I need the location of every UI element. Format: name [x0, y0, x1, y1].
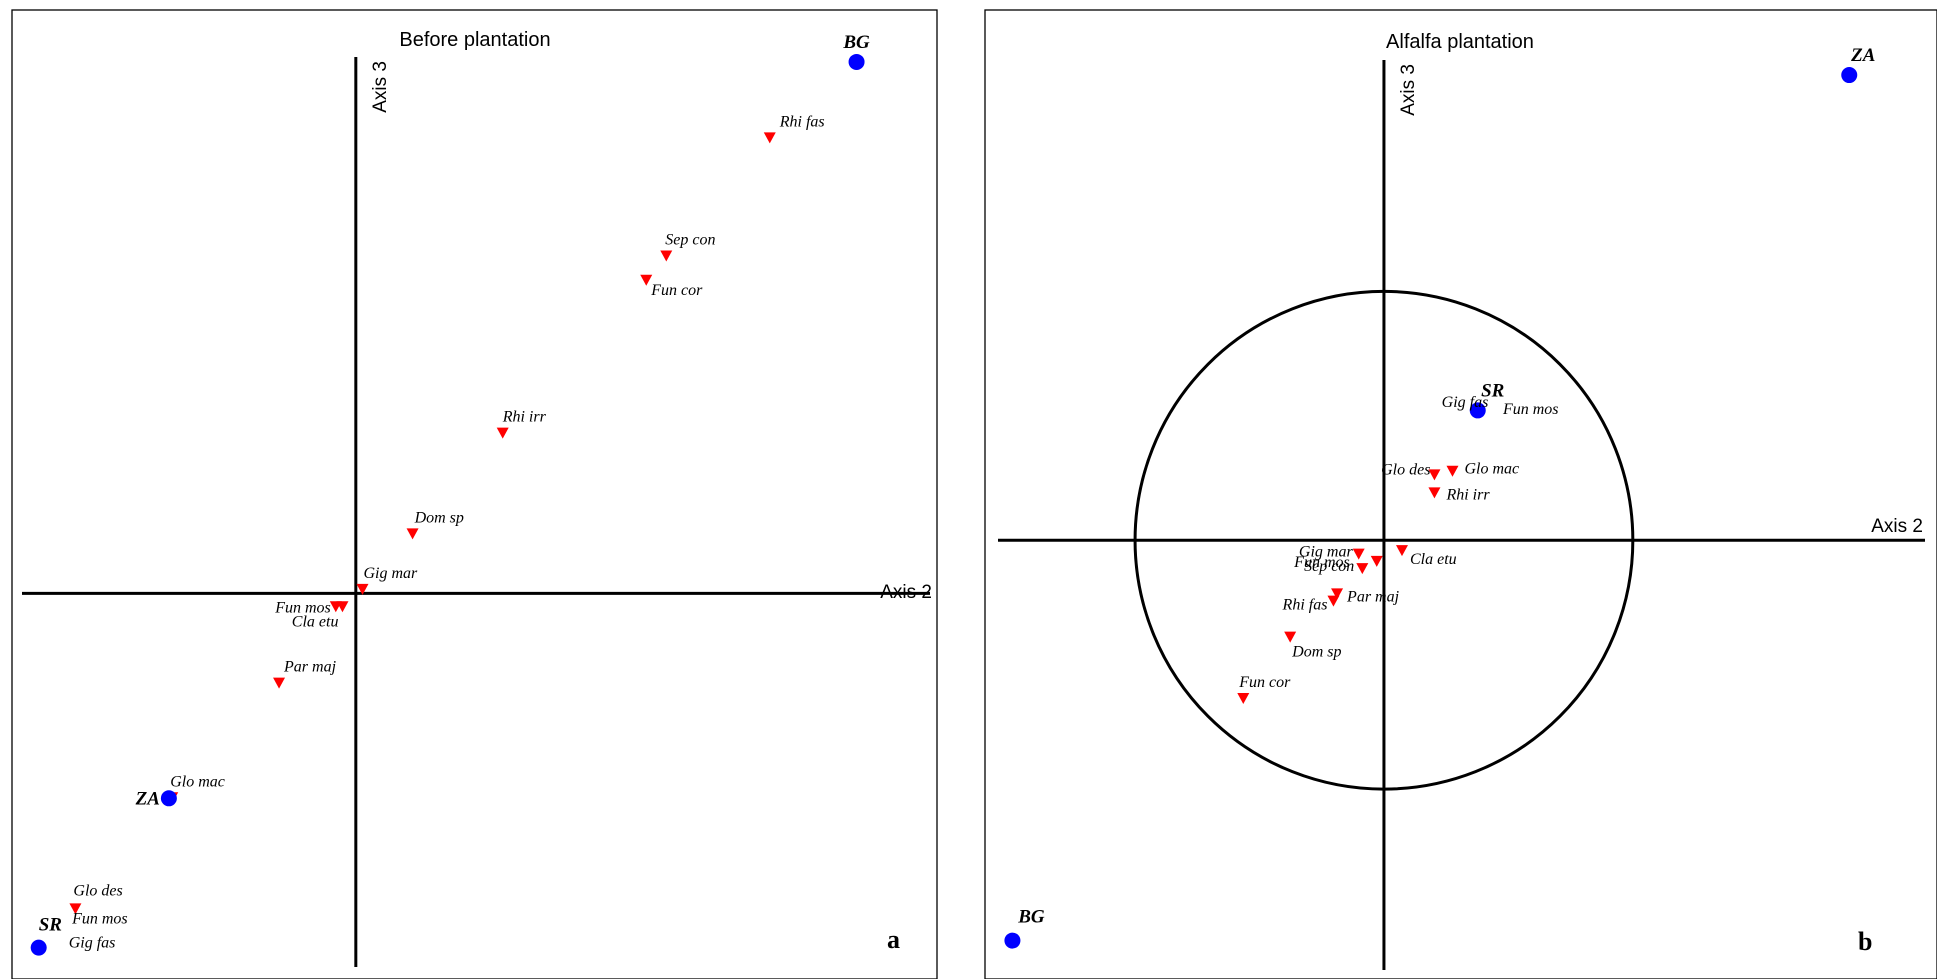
- species-label-fun-mos: Fun mos: [1293, 554, 1350, 571]
- species-marker-par-maj: [1331, 588, 1344, 600]
- species-label-rhi-irr: Rhi irr: [1445, 486, 1490, 503]
- panel-b-x-axis-label: Axis 2: [1871, 516, 1923, 537]
- species-marker-fun-cor: [1237, 692, 1250, 704]
- site-marker-sr: [1469, 402, 1486, 419]
- site-label-bg: BG: [1017, 907, 1045, 928]
- species-marker-glo-des: [1428, 469, 1441, 481]
- panel-a-plot-area: Axis 2 Axis 3 Rhi fas Sep con Fun cor Rhi irr…: [22, 32, 932, 967]
- species-label-glo-des: Glo des: [1381, 461, 1430, 478]
- species-label-sep-con: Sep con: [1304, 558, 1354, 575]
- species-label-gig-mar: Gig mar: [364, 565, 419, 582]
- species-label-glo-mac: Glo mac: [1464, 461, 1519, 478]
- panel-b-equilibrium-circle: [1133, 289, 1635, 791]
- species-marker-dom-sp: [1284, 631, 1297, 643]
- panel-a-letter: a: [887, 925, 900, 954]
- species-label-sep-con: Sep con: [665, 231, 715, 248]
- site-label-za: ZA: [135, 788, 160, 809]
- extra-label-gig-fas: Gig fas: [1442, 394, 1489, 411]
- panel-b-plot-area: Axis 2 Axis 3 Glo des Glo mac Rhi irr Cla etu…: [998, 45, 1925, 970]
- species-marker-par-maj: [273, 677, 286, 689]
- species-label-par-maj: Par maj: [283, 659, 337, 676]
- site-marker-za: [1841, 67, 1858, 84]
- site-marker-bg: [1004, 932, 1021, 949]
- species-marker-sep-con: [660, 250, 673, 262]
- extra-label-fun-mos: Fun mos: [1502, 401, 1559, 418]
- species-label-fun-mos: Fun mos: [274, 599, 331, 616]
- species-marker-rhi-irr: [496, 427, 509, 439]
- site-label-bg: BG: [842, 32, 870, 53]
- extra-label-fun-mos: Fun mos: [71, 910, 128, 927]
- species-marker-dom-sp: [406, 528, 419, 540]
- species-marker-cla-etu: [336, 601, 349, 613]
- panel-a-x-axis-label: Axis 2: [880, 582, 932, 603]
- panel-a-y-axis-label: Axis 3: [370, 61, 391, 113]
- species-label-rhi-fas: Rhi fas: [1282, 597, 1328, 614]
- panel-a-frame: [11, 9, 938, 979]
- site-label-sr: SR: [39, 915, 62, 936]
- species-marker-rhi-fas: [763, 132, 776, 144]
- species-label-rhi-fas: Rhi fas: [779, 113, 825, 130]
- panel-b-frame: [984, 9, 1937, 979]
- site-marker-sr: [30, 939, 47, 956]
- species-label-fun-cor: Fun cor: [650, 282, 703, 299]
- site-label-za: ZA: [1850, 45, 1875, 66]
- species-label-par-maj: Par maj: [1346, 588, 1400, 605]
- species-label-fun-cor: Fun cor: [1238, 674, 1291, 691]
- species-marker-glo-des: [69, 903, 82, 915]
- species-label-dom-sp: Dom sp: [414, 509, 464, 526]
- species-label-rhi-irr: Rhi irr: [502, 409, 547, 426]
- species-marker-cla-etu: [1395, 545, 1408, 557]
- species-marker-fun-mos: [1370, 555, 1383, 567]
- species-marker-fun-cor: [640, 274, 653, 286]
- panel-b-alfalfa-plantation: Alfalfa plantation Axis 2 Axis 3 Glo des Gl…: [984, 9, 1937, 979]
- species-marker-gig-mar: [356, 583, 369, 595]
- species-marker-rhi-irr: [1428, 487, 1441, 499]
- species-label-glo-des: Glo des: [73, 882, 122, 899]
- species-marker-glo-mac: [1446, 465, 1459, 477]
- species-marker-sep-con: [1356, 563, 1369, 575]
- panel-a-before-plantation: Before plantation Axis 2 Axis 3 Rhi fas Sep…: [11, 9, 938, 979]
- species-label-gig-mar: Gig mar: [1299, 544, 1354, 561]
- panel-b-title: Alfalfa plantation: [1386, 31, 1534, 53]
- species-marker-rhi-fas: [1327, 595, 1340, 607]
- site-marker-za: [160, 790, 177, 807]
- panel-b-y-axis-label: Axis 3: [1398, 64, 1419, 116]
- species-label-dom-sp: Dom sp: [1291, 644, 1341, 661]
- site-label-sr: SR: [1481, 380, 1504, 401]
- species-marker-gig-mar: [1352, 548, 1365, 560]
- site-marker-bg: [848, 53, 865, 70]
- species-label-glo-mac: Glo mac: [170, 773, 225, 790]
- panel-a-title: Before plantation: [399, 29, 550, 51]
- species-label-cla-etu: Cla etu: [292, 613, 339, 630]
- species-label-cla-etu: Cla etu: [1410, 551, 1457, 568]
- extra-label-gig-fas: Gig fas: [69, 935, 116, 952]
- panel-b-letter: b: [1858, 927, 1872, 956]
